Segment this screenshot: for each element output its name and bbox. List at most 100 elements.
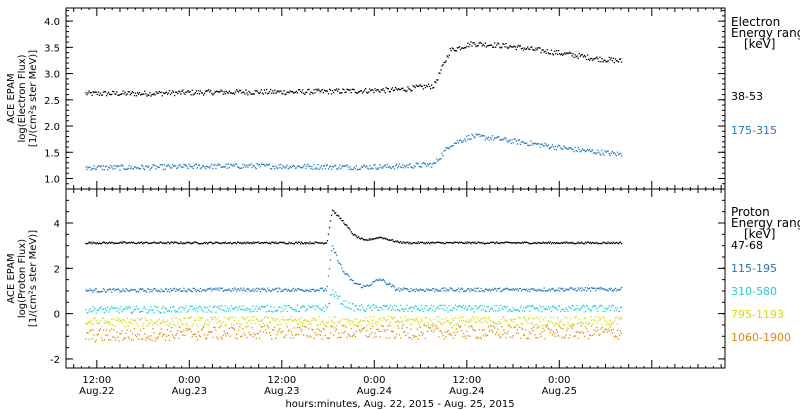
data-point bbox=[348, 302, 350, 304]
data-point bbox=[259, 330, 261, 332]
data-point bbox=[445, 290, 447, 292]
data-point bbox=[509, 139, 511, 141]
data-point bbox=[452, 337, 454, 339]
data-point bbox=[273, 92, 275, 94]
data-point bbox=[523, 142, 526, 145]
data-point bbox=[610, 152, 612, 154]
data-point bbox=[227, 333, 229, 335]
data-point bbox=[518, 317, 521, 319]
data-point bbox=[317, 242, 319, 244]
data-point bbox=[497, 323, 499, 325]
data-point bbox=[264, 305, 267, 308]
data-point bbox=[566, 308, 568, 310]
data-point bbox=[202, 165, 205, 167]
data-point bbox=[128, 337, 130, 340]
data-point bbox=[117, 242, 119, 244]
data-point bbox=[272, 241, 274, 243]
x-tick-label-time: 12:00 bbox=[452, 375, 481, 386]
data-point bbox=[427, 309, 430, 311]
data-point bbox=[243, 318, 245, 320]
data-point bbox=[213, 93, 215, 95]
data-point bbox=[422, 332, 425, 334]
data-point bbox=[163, 290, 165, 293]
data-point bbox=[432, 241, 434, 243]
data-point bbox=[482, 242, 484, 244]
data-point bbox=[415, 288, 417, 290]
data-point bbox=[305, 289, 307, 291]
data-point bbox=[132, 339, 134, 341]
data-point bbox=[485, 310, 487, 312]
data-point bbox=[206, 90, 208, 92]
data-point bbox=[161, 321, 163, 323]
data-point bbox=[412, 242, 414, 244]
data-point bbox=[238, 320, 240, 322]
data-point bbox=[442, 241, 444, 244]
data-point bbox=[296, 92, 299, 94]
data-point bbox=[165, 335, 168, 337]
data-point bbox=[222, 166, 224, 168]
data-point bbox=[193, 319, 195, 321]
data-point bbox=[166, 164, 169, 167]
data-point bbox=[312, 242, 314, 245]
data-point bbox=[191, 242, 193, 244]
data-point bbox=[383, 305, 385, 307]
data-point bbox=[411, 323, 413, 325]
data-point bbox=[471, 289, 473, 291]
data-point bbox=[495, 333, 497, 336]
data-point bbox=[567, 322, 569, 324]
data-point bbox=[619, 288, 622, 290]
data-point bbox=[468, 288, 470, 290]
data-point bbox=[113, 165, 115, 167]
data-point bbox=[447, 330, 449, 332]
data-point bbox=[393, 316, 396, 318]
data-point bbox=[262, 288, 265, 291]
data-point bbox=[122, 165, 124, 167]
data-point bbox=[112, 336, 114, 338]
data-point bbox=[552, 146, 555, 148]
data-point bbox=[449, 146, 451, 148]
data-point bbox=[140, 310, 142, 313]
data-point bbox=[580, 321, 582, 323]
data-point bbox=[362, 239, 365, 241]
data-point bbox=[169, 242, 172, 244]
data-point bbox=[254, 334, 256, 336]
data-point bbox=[541, 49, 543, 51]
data-point bbox=[355, 304, 357, 307]
data-point bbox=[215, 311, 217, 313]
data-point bbox=[486, 45, 489, 47]
data-point bbox=[212, 288, 214, 290]
data-point bbox=[162, 290, 164, 292]
data-point bbox=[403, 331, 405, 334]
data-point bbox=[609, 242, 611, 245]
data-point bbox=[248, 320, 250, 322]
data-point bbox=[260, 163, 262, 165]
data-point bbox=[540, 143, 542, 145]
data-point bbox=[141, 164, 143, 166]
data-point bbox=[220, 89, 222, 91]
data-point bbox=[488, 316, 491, 318]
data-point bbox=[164, 307, 166, 309]
data-point bbox=[182, 89, 184, 91]
data-point bbox=[231, 242, 234, 245]
data-point bbox=[166, 290, 169, 293]
data-point bbox=[436, 241, 438, 243]
data-point bbox=[318, 168, 320, 170]
data-point bbox=[276, 324, 278, 326]
data-point bbox=[263, 317, 266, 319]
data-point bbox=[126, 242, 128, 244]
data-point bbox=[286, 91, 288, 93]
y-tick-label: 0 bbox=[54, 310, 60, 321]
data-point bbox=[115, 93, 117, 95]
data-point bbox=[294, 334, 297, 336]
data-point bbox=[334, 212, 336, 214]
data-point bbox=[494, 305, 496, 307]
data-point bbox=[466, 309, 468, 311]
data-point bbox=[221, 166, 223, 168]
data-point bbox=[456, 140, 459, 142]
data-point bbox=[371, 332, 373, 334]
data-point bbox=[447, 147, 449, 149]
data-point bbox=[570, 148, 572, 150]
data-point bbox=[95, 243, 97, 245]
data-point bbox=[161, 242, 163, 244]
data-point bbox=[571, 148, 573, 150]
